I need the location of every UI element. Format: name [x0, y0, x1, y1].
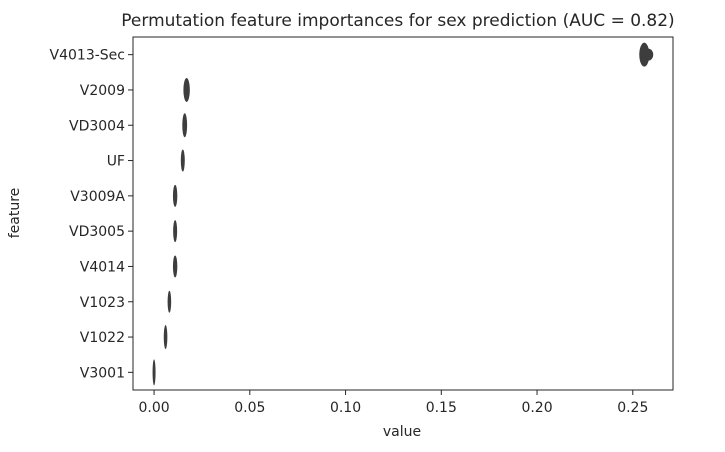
y-axis: V4013-Sec V2009 VD3004 UF V3009A VD3005 V4014 V…: [50, 48, 133, 381]
x-tick-label: 0.15: [426, 400, 457, 416]
y-tick-label: V1022: [80, 330, 125, 346]
violin-lobe: [643, 48, 654, 61]
violin-body: [152, 359, 156, 386]
y-tick-label: V3001: [80, 365, 125, 381]
x-axis: 0.00 0.05 0.10 0.15 0.20 0.25: [138, 390, 648, 416]
violin-body: [167, 290, 172, 313]
y-tick-label: V2009: [80, 83, 125, 99]
x-axis-label: value: [383, 424, 421, 440]
y-tick-label: V4013-Sec: [50, 48, 125, 64]
violin-marks: [152, 42, 654, 386]
y-tick-label: V4014: [80, 259, 125, 275]
x-tick-label: 0.25: [617, 400, 648, 416]
y-tick-label: V1023: [80, 295, 125, 311]
y-tick-label: V3009A: [70, 189, 125, 205]
violin-body: [172, 255, 178, 278]
violin-body: [180, 149, 185, 172]
violin-body: [172, 184, 178, 207]
violin-body: [183, 77, 190, 102]
chart-title: Permutation feature importances for sex …: [121, 11, 674, 31]
x-tick-label: 0.00: [138, 400, 169, 416]
y-axis-label: feature: [7, 188, 23, 239]
plot-frame: [132, 36, 674, 391]
y-tick-label: VD3004: [69, 118, 125, 134]
y-tick-label: UF: [107, 154, 125, 170]
x-tick-label: 0.05: [234, 400, 265, 416]
violin-body: [173, 220, 178, 243]
x-tick-label: 0.10: [330, 400, 361, 416]
y-tick-label: VD3005: [69, 224, 125, 240]
x-tick-label: 0.20: [521, 400, 552, 416]
violin-body: [163, 325, 168, 350]
violin-body: [182, 113, 188, 138]
